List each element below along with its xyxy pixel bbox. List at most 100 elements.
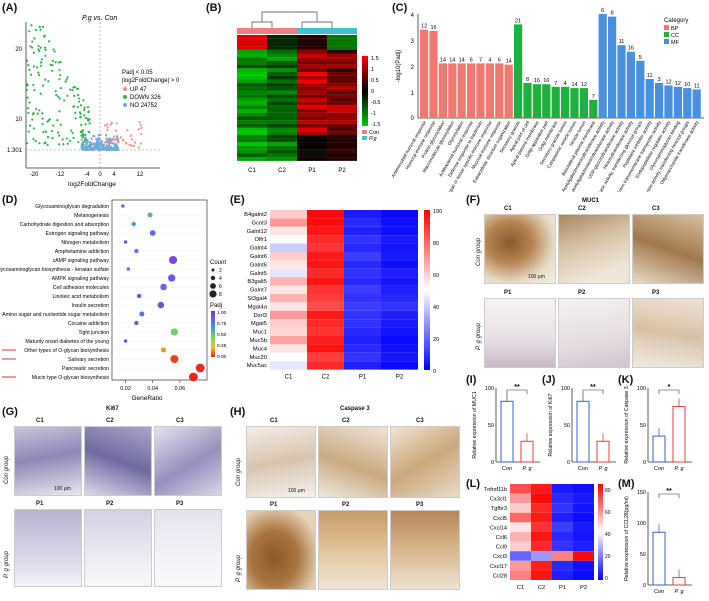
heatmap-cell (297, 53, 327, 58)
micrograph (246, 426, 316, 498)
bar-ylabel: Relative expression of Caspase 3 (624, 386, 630, 463)
volcano-point-up (110, 139, 114, 142)
heatmap-cell (327, 105, 357, 110)
go-bar (476, 63, 485, 118)
micrograph (14, 426, 82, 496)
heatmap-cell (267, 53, 297, 58)
volcano-point-down (79, 116, 82, 119)
volcano-point-down (44, 48, 47, 51)
heatmap-cell (327, 153, 357, 158)
volcano-point-up (110, 141, 113, 145)
heatmap-cell (552, 484, 573, 494)
volcano-point-down (46, 135, 50, 138)
heatmap-cell (307, 302, 344, 311)
go-bar-count: 14 (459, 57, 465, 63)
volcano-point-down (51, 129, 54, 133)
volcano-point-down (73, 94, 76, 97)
heatmap-cell (573, 493, 594, 504)
heatmap-row-label: Muc20 (250, 355, 267, 361)
volcano-point-down (78, 97, 81, 100)
go-bar (645, 79, 654, 118)
ihc-title: Ki67 (106, 406, 119, 412)
heatmap-cell (327, 38, 357, 43)
heatmap-cell (327, 97, 357, 102)
volcano-point-down (46, 143, 49, 146)
volcano-point-up (114, 129, 118, 132)
volcano-point-down (39, 61, 43, 64)
heatmap-cell (297, 57, 327, 61)
heatmap-cell (297, 97, 327, 102)
volcano-ytick: 20 (15, 47, 22, 53)
heatmap-row-label: Muc1 (253, 330, 267, 336)
heatmap-cell (270, 310, 307, 320)
heatmap-cell (267, 57, 297, 61)
go-bar-count: 7 (592, 94, 595, 100)
legend-pg-label: P.g (369, 136, 377, 142)
gene-heatmap-e: B4galnt2 Gcnt3 Galnt12 Olfr1 Galnt4 Galnt6 Gal… (244, 209, 442, 381)
pathway-bubble (169, 255, 178, 265)
heatmap-cell (381, 285, 418, 294)
heatmap-cell (381, 260, 418, 269)
heatmap-col-label: P2 (338, 168, 346, 174)
volcano-point-down (39, 46, 42, 49)
bar-ytick: 50 (564, 423, 570, 429)
volcano-point-down (82, 143, 85, 146)
volcano-point-down (32, 137, 35, 141)
kegg-bubble-chart: Glycosaminoglycan degradation Melanogenes… (0, 199, 227, 402)
heatmap-cell (237, 138, 267, 143)
heatmap-cell (297, 153, 327, 158)
scale-tick: -0.5 (371, 100, 380, 106)
bar-chart-m: 0 50 100 150 Relative expression of CCL28(pg… (624, 488, 692, 595)
heatmap-cell (344, 319, 381, 328)
volcano-point-down (31, 40, 34, 43)
volcano-point-up (128, 143, 131, 146)
volcano-point-down (37, 44, 40, 48)
heatmap-cell (267, 120, 297, 124)
go-bar-count: 6 (470, 57, 473, 63)
volcano-xlabel: log2FoldChange (68, 181, 116, 188)
heatmap-cell (510, 532, 531, 542)
heatmap-col-label: C1 (248, 168, 256, 174)
volcano-point-down (84, 116, 87, 120)
go-bar (514, 24, 523, 118)
go-bar-count: 16 (534, 78, 540, 84)
volcano-points (25, 24, 143, 152)
volcano-point-down (88, 118, 91, 121)
volcano-point-down (44, 54, 47, 57)
heatmap-cell (510, 503, 531, 513)
heatmap-cell (237, 79, 267, 84)
heatmap-cell (237, 94, 267, 98)
padj-tick: 0.50 (217, 332, 227, 338)
volcano-xtick: 4 (112, 172, 116, 178)
heatmap-cell (307, 210, 344, 219)
count-legend-dot (210, 283, 216, 289)
pathway-label: Mucin type O-glycan biosynthesis (32, 375, 110, 381)
go-bar (542, 84, 551, 118)
bar-category-label: P. g (522, 466, 532, 472)
heatmap-cell (510, 551, 531, 561)
bar-category-label: P. g (674, 589, 684, 595)
micrograph (390, 426, 460, 498)
heatmap-cell (297, 35, 327, 39)
heatmap-cell (573, 551, 594, 561)
heatmap-cell (237, 134, 267, 139)
volcano-point-no (91, 143, 94, 146)
go-legend-bp: BP (671, 26, 679, 32)
volcano-point-up (134, 141, 137, 144)
pathway-label: Glycosaminoglycan biosynthesis - keratan… (0, 267, 109, 273)
volcano-point-down (72, 136, 75, 139)
heatmap-cell (270, 285, 307, 294)
bar-chart-j: 0 50 100 Relative expression of Ki67 Con P. g… (548, 384, 616, 472)
heatmap-cell (270, 243, 307, 252)
volcano-point-down (58, 134, 61, 137)
pathway-label: Tight junction (78, 330, 109, 336)
volcano-point-up (112, 135, 116, 138)
volcano-point-no (104, 147, 107, 150)
significance-marker: * (668, 384, 671, 391)
heatmap-cell (297, 68, 327, 73)
volcano-point-down (69, 88, 72, 91)
heatmap-cell (573, 560, 594, 571)
scale-tick: -1 (371, 111, 376, 117)
volcano-point-down (80, 134, 83, 137)
